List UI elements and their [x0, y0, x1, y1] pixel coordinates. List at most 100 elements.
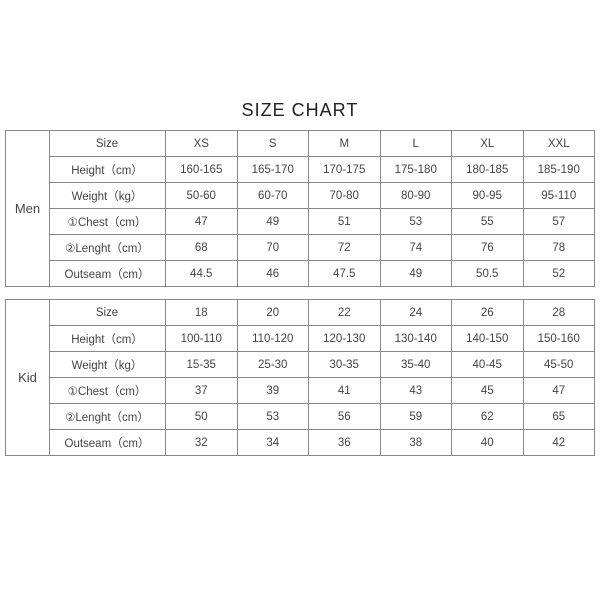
- cell: 40-45: [452, 352, 524, 378]
- cell: 44.5: [166, 261, 238, 287]
- cell: 15-35: [166, 352, 238, 378]
- cell: 39: [237, 378, 309, 404]
- cell: 74: [380, 235, 452, 261]
- cell: 140-150: [452, 326, 524, 352]
- cell: 62: [452, 404, 524, 430]
- size-header: 28: [523, 300, 595, 326]
- size-header: 22: [309, 300, 381, 326]
- section-label-kid: Kid: [6, 300, 50, 456]
- cell: 68: [166, 235, 238, 261]
- cell: 70-80: [309, 183, 381, 209]
- cell: 60-70: [237, 183, 309, 209]
- cell: 49: [380, 261, 452, 287]
- cell: 53: [380, 209, 452, 235]
- measure-label: Height（cm）: [50, 157, 166, 183]
- table-row: Height（cm） 100-110 110-120 120-130 130-1…: [6, 326, 595, 352]
- cell: 50.5: [452, 261, 524, 287]
- cell: 175-180: [380, 157, 452, 183]
- size-header: M: [309, 131, 381, 157]
- cell: 40: [452, 430, 524, 456]
- size-header: 20: [237, 300, 309, 326]
- cell: 41: [309, 378, 381, 404]
- cell: 150-160: [523, 326, 595, 352]
- table-row: Height（cm） 160-165 165-170 170-175 175-1…: [6, 157, 595, 183]
- cell: 43: [380, 378, 452, 404]
- cell: 37: [166, 378, 238, 404]
- cell: 56: [309, 404, 381, 430]
- cell: 70: [237, 235, 309, 261]
- cell: 80-90: [380, 183, 452, 209]
- measure-label: Size: [50, 300, 166, 326]
- table-row: Outseam（cm） 32 34 36 38 40 42: [6, 430, 595, 456]
- size-header: XS: [166, 131, 238, 157]
- cell: 185-190: [523, 157, 595, 183]
- table-row: Kid Size 18 20 22 24 26 28: [6, 300, 595, 326]
- size-chart-tables: Men Size XS S M L XL XXL Height（cm） 160-…: [5, 130, 595, 456]
- cell: 38: [380, 430, 452, 456]
- measure-label: Height（cm）: [50, 326, 166, 352]
- size-header: S: [237, 131, 309, 157]
- cell: 90-95: [452, 183, 524, 209]
- size-header: 24: [380, 300, 452, 326]
- table-row: Men Size XS S M L XL XXL: [6, 131, 595, 157]
- cell: 50-60: [166, 183, 238, 209]
- measure-label: ①Chest（cm）: [50, 378, 166, 404]
- cell: 47: [523, 378, 595, 404]
- table-row: Weight（kg） 50-60 60-70 70-80 80-90 90-95…: [6, 183, 595, 209]
- size-header: L: [380, 131, 452, 157]
- cell: 55: [452, 209, 524, 235]
- cell: 110-120: [237, 326, 309, 352]
- measure-label: Outseam（cm）: [50, 261, 166, 287]
- cell: 76: [452, 235, 524, 261]
- cell: 130-140: [380, 326, 452, 352]
- table-row: ②Lenght（cm） 50 53 56 59 62 65: [6, 404, 595, 430]
- cell: 95-110: [523, 183, 595, 209]
- cell: 35-40: [380, 352, 452, 378]
- cell: 45-50: [523, 352, 595, 378]
- size-header: 18: [166, 300, 238, 326]
- table-row: ①Chest（cm） 47 49 51 53 55 57: [6, 209, 595, 235]
- cell: 160-165: [166, 157, 238, 183]
- table-row: ①Chest（cm） 37 39 41 43 45 47: [6, 378, 595, 404]
- cell: 51: [309, 209, 381, 235]
- size-header: XXL: [523, 131, 595, 157]
- measure-label: Size: [50, 131, 166, 157]
- cell: 34: [237, 430, 309, 456]
- cell: 59: [380, 404, 452, 430]
- cell: 45: [452, 378, 524, 404]
- measure-label: Weight（kg）: [50, 352, 166, 378]
- kid-size-table: Kid Size 18 20 22 24 26 28 Height（cm） 10…: [5, 299, 595, 456]
- cell: 42: [523, 430, 595, 456]
- men-size-table: Men Size XS S M L XL XXL Height（cm） 160-…: [5, 130, 595, 287]
- cell: 100-110: [166, 326, 238, 352]
- measure-label: Weight（kg）: [50, 183, 166, 209]
- table-row: Outseam（cm） 44.5 46 47.5 49 50.5 52: [6, 261, 595, 287]
- cell: 120-130: [309, 326, 381, 352]
- cell: 52: [523, 261, 595, 287]
- cell: 47: [166, 209, 238, 235]
- cell: 36: [309, 430, 381, 456]
- cell: 50: [166, 404, 238, 430]
- cell: 180-185: [452, 157, 524, 183]
- cell: 46: [237, 261, 309, 287]
- size-header: 26: [452, 300, 524, 326]
- cell: 25-30: [237, 352, 309, 378]
- cell: 30-35: [309, 352, 381, 378]
- cell: 78: [523, 235, 595, 261]
- size-header: XL: [452, 131, 524, 157]
- cell: 65: [523, 404, 595, 430]
- section-label-men: Men: [6, 131, 50, 287]
- table-row: Weight（kg） 15-35 25-30 30-35 35-40 40-45…: [6, 352, 595, 378]
- cell: 32: [166, 430, 238, 456]
- measure-label: ②Lenght（cm）: [50, 235, 166, 261]
- cell: 170-175: [309, 157, 381, 183]
- measure-label: ②Lenght（cm）: [50, 404, 166, 430]
- cell: 165-170: [237, 157, 309, 183]
- table-row: ②Lenght（cm） 68 70 72 74 76 78: [6, 235, 595, 261]
- cell: 72: [309, 235, 381, 261]
- cell: 53: [237, 404, 309, 430]
- measure-label: ①Chest（cm）: [50, 209, 166, 235]
- cell: 57: [523, 209, 595, 235]
- measure-label: Outseam（cm）: [50, 430, 166, 456]
- page-title: SIZE CHART: [0, 100, 600, 121]
